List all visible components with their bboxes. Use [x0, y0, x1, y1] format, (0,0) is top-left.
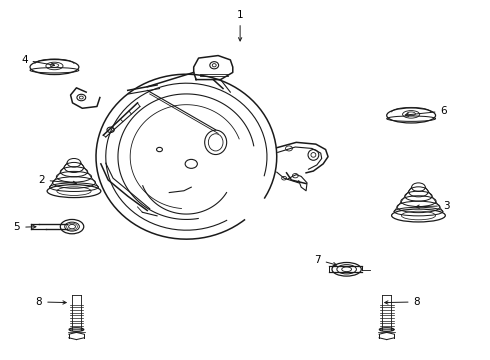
Text: 8: 8: [385, 297, 420, 307]
Text: 3: 3: [416, 201, 449, 211]
Text: 2: 2: [38, 175, 76, 185]
Text: 5: 5: [14, 222, 36, 232]
Text: 4: 4: [21, 55, 54, 66]
Text: 7: 7: [314, 255, 337, 266]
Text: 1: 1: [237, 10, 244, 41]
Text: 6: 6: [405, 106, 447, 116]
Text: 8: 8: [36, 297, 66, 307]
